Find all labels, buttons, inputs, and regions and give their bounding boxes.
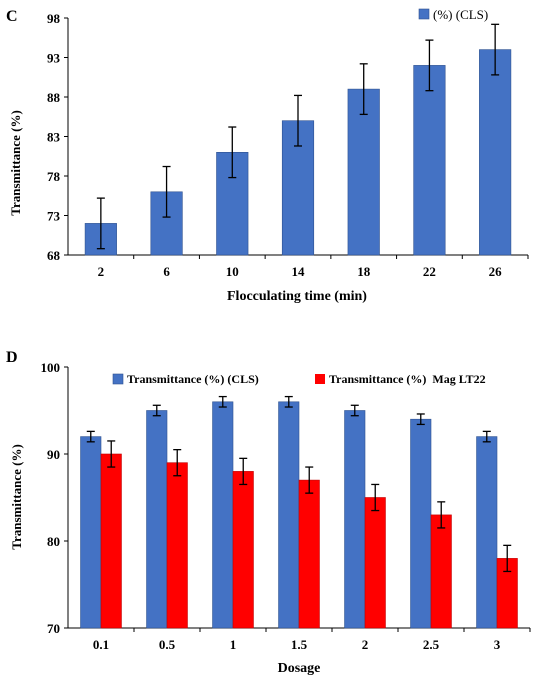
bar-d-s1-0.5	[166, 462, 188, 629]
y-tick-label-c: 73	[47, 209, 61, 224]
x-axis-label-c: Flocculating time (min)	[227, 289, 367, 304]
bar-d-s0-0.5	[146, 410, 168, 629]
bar-d-s1-1.5	[298, 479, 320, 629]
bar-d-s0-3	[476, 436, 498, 629]
y-tick-label-d: 100	[41, 360, 61, 375]
x-tick-label-d: 2	[362, 637, 369, 652]
x-tick-label-c: 2	[98, 264, 105, 279]
legend-c: (%) (CLS)	[418, 7, 488, 22]
x-tick-label-c: 14	[292, 264, 306, 279]
bar-d-s1-1	[232, 471, 254, 629]
y-tick-label-d: 70	[47, 621, 60, 636]
y-tick-label-d: 90	[47, 447, 60, 462]
panel-label-c: C	[6, 8, 18, 25]
legend-label-d-mag: Transmittance (%) Mag LT22	[329, 372, 486, 386]
y-tick-label-c: 68	[47, 248, 61, 263]
bar-d-s0-2	[344, 410, 366, 629]
legend-swatch-c-cls	[418, 8, 430, 20]
x-axis-label-d: Dosage	[278, 661, 321, 676]
chart-panel-c: C Transmittance (%) Flocculating time (m…	[6, 7, 529, 304]
y-axis-label-c: Transmittance (%)	[8, 110, 23, 216]
bar-c-s0-18	[347, 88, 380, 256]
y-axis-label-d: Transmittance (%)	[9, 444, 24, 550]
bar-d-s1-2	[364, 497, 386, 629]
legend-swatch-d-mag	[315, 374, 325, 384]
bar-d-s1-0.1	[100, 453, 122, 629]
legend-label-c-cls: (%) (CLS)	[433, 7, 488, 22]
x-tick-label-d: 2.5	[423, 637, 440, 652]
x-tick-label-c: 26	[489, 264, 503, 279]
x-tick-label-d: 1	[230, 637, 237, 652]
x-tick-label-c: 10	[226, 264, 239, 279]
y-tick-label-c: 78	[47, 169, 61, 184]
bar-d-s1-2.5	[430, 514, 452, 629]
y-tick-label-c: 88	[47, 90, 61, 105]
legend-d: Transmittance (%) (CLS) Transmittance (%…	[112, 372, 486, 386]
x-tick-label-c: 22	[423, 264, 436, 279]
chart-panel-d: D Transmittance (%) Dosage 70 80 90 100 0.1 0…	[6, 349, 531, 676]
bar-d-s0-2.5	[410, 418, 432, 629]
y-tick-label-c: 98	[47, 11, 61, 26]
x-tick-label-d: 0.5	[159, 637, 176, 652]
bar-c-s0-26	[479, 49, 512, 256]
plot-area-d: 70 80 90 100 0.1 0.5 1 1.5 2 2.5 3	[41, 360, 531, 652]
bar-d-s0-1.5	[278, 401, 300, 629]
x-tick-label-d: 3	[494, 637, 501, 652]
bar-c-s0-22	[413, 65, 446, 256]
y-tick-label-d: 80	[47, 534, 60, 549]
x-tick-label-d: 1.5	[291, 637, 308, 652]
x-tick-label-d: 0.1	[93, 637, 109, 652]
x-tick-label-c: 18	[357, 264, 371, 279]
legend-label-d-cls: Transmittance (%) (CLS)	[127, 372, 259, 386]
y-tick-label-c: 93	[47, 51, 61, 66]
bar-d-s0-0.1	[80, 436, 102, 629]
x-tick-label-c: 6	[163, 264, 170, 279]
legend-swatch-d-cls	[112, 373, 124, 385]
y-tick-label-c: 83	[47, 130, 61, 145]
bar-d-s0-1	[212, 401, 234, 629]
panel-label-d: D	[6, 349, 18, 366]
